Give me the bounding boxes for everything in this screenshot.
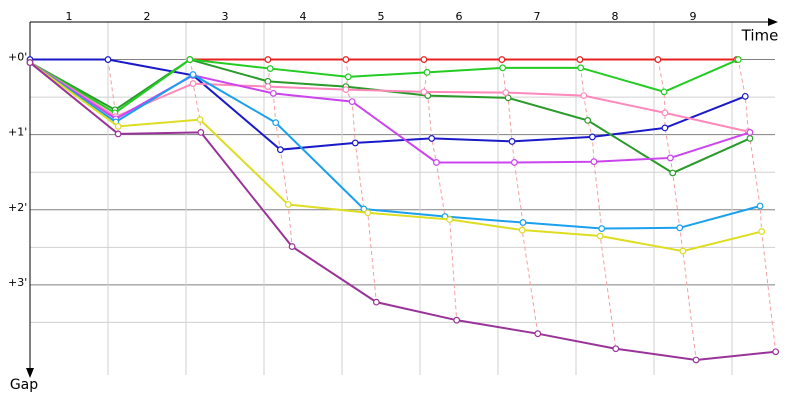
point <box>197 129 205 136</box>
x-tick-label: 9 <box>690 10 697 23</box>
x-tick-label: 3 <box>222 10 229 23</box>
point <box>510 159 518 166</box>
point <box>446 216 454 223</box>
point <box>348 98 356 106</box>
point <box>499 64 507 72</box>
point <box>264 56 272 63</box>
point <box>612 345 620 353</box>
point <box>432 159 440 166</box>
series-line <box>29 61 761 230</box>
point <box>576 56 584 63</box>
point <box>534 330 542 338</box>
point <box>344 73 352 81</box>
point <box>502 89 510 96</box>
x-axis-label: Time <box>741 27 779 45</box>
point <box>669 169 677 177</box>
y-axis-label: Gap <box>10 377 38 393</box>
series-line <box>29 58 751 175</box>
point <box>423 68 431 76</box>
lap-line <box>736 59 777 352</box>
x-axis-arrow <box>768 18 778 26</box>
x-tick-label: 8 <box>612 10 619 23</box>
point <box>189 71 197 78</box>
point <box>453 316 461 324</box>
point <box>734 56 742 63</box>
point <box>276 146 284 154</box>
point <box>746 135 754 142</box>
point <box>186 56 194 63</box>
point <box>189 80 197 87</box>
point <box>666 154 674 162</box>
point <box>590 158 598 166</box>
series-line <box>30 58 746 151</box>
x-tick-label: 5 <box>378 10 385 23</box>
point <box>272 119 280 127</box>
point <box>588 133 596 141</box>
series-line <box>29 61 749 133</box>
point <box>679 247 687 255</box>
point <box>746 129 754 136</box>
point <box>266 65 274 72</box>
y-axis-arrow <box>26 368 34 378</box>
x-tick-label: 7 <box>534 10 541 23</box>
point <box>598 225 606 232</box>
point <box>428 135 436 142</box>
point <box>580 92 588 100</box>
point <box>196 116 204 124</box>
point <box>661 124 669 132</box>
point <box>269 89 277 97</box>
point <box>692 356 700 364</box>
point <box>758 228 766 235</box>
x-tick-label: 2 <box>144 10 151 23</box>
point <box>584 116 592 124</box>
point <box>596 232 604 240</box>
x-tick-label: 6 <box>456 10 463 23</box>
point <box>114 122 122 130</box>
point <box>104 56 112 63</box>
point <box>264 83 272 90</box>
point <box>284 201 292 208</box>
point <box>661 109 669 117</box>
series-line <box>29 58 739 115</box>
point <box>26 59 34 66</box>
point <box>498 56 506 63</box>
point <box>519 219 527 226</box>
x-tick-label: 1 <box>66 10 73 23</box>
series-line <box>29 61 751 164</box>
point <box>420 56 428 63</box>
x-tick-label: 4 <box>300 10 307 23</box>
point <box>342 86 350 93</box>
point <box>114 130 122 138</box>
point <box>372 298 380 306</box>
y-tick-label: +3' <box>8 276 27 289</box>
y-tick-label: +2' <box>8 201 27 214</box>
point <box>772 348 780 356</box>
point <box>508 138 516 145</box>
point <box>577 64 585 72</box>
lap-line <box>579 59 617 349</box>
point <box>288 243 296 250</box>
series-line <box>29 61 762 253</box>
point <box>676 224 684 232</box>
point <box>420 88 428 96</box>
point <box>756 202 764 210</box>
point <box>364 209 372 217</box>
point <box>741 92 749 100</box>
point <box>654 56 662 63</box>
series-line <box>29 61 776 361</box>
point <box>518 226 526 234</box>
point <box>351 139 359 147</box>
y-tick-label: +1' <box>8 126 27 139</box>
lap-line <box>345 59 377 303</box>
point <box>342 56 350 63</box>
point <box>660 88 668 96</box>
y-tick-label: +0' <box>8 51 27 64</box>
